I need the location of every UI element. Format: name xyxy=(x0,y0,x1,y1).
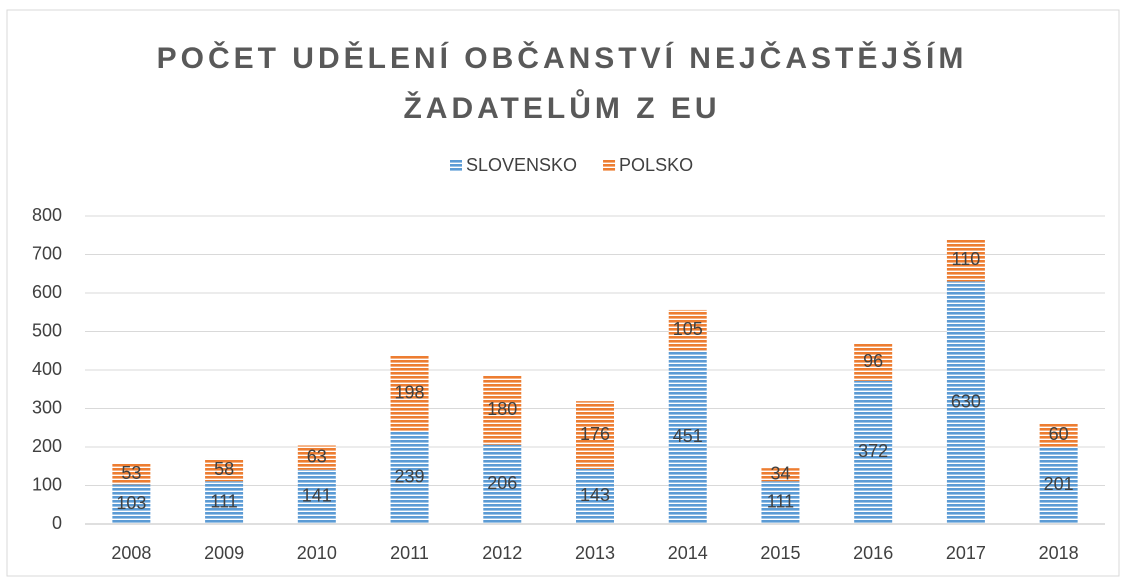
data-label: 143 xyxy=(580,485,610,505)
x-tick-label: 2016 xyxy=(853,543,893,563)
bar xyxy=(390,431,429,524)
y-tick-label: 600 xyxy=(32,282,62,302)
data-label: 63 xyxy=(307,446,327,466)
data-label: 630 xyxy=(951,391,981,411)
y-tick-label: 300 xyxy=(32,397,62,417)
y-tick-label: 200 xyxy=(32,436,62,456)
data-label: 206 xyxy=(487,473,517,493)
x-tick-label: 2011 xyxy=(390,543,429,563)
data-label: 180 xyxy=(487,399,517,419)
bar xyxy=(946,281,985,524)
data-label: 34 xyxy=(770,463,790,483)
x-tick-label: 2012 xyxy=(482,543,522,563)
data-label: 201 xyxy=(1044,474,1074,494)
y-tick-label: 800 xyxy=(32,205,62,225)
data-label: 141 xyxy=(302,486,332,506)
x-tick-label: 2018 xyxy=(1039,543,1079,563)
data-label: 103 xyxy=(116,493,146,513)
data-label: 451 xyxy=(673,426,703,446)
legend-swatch xyxy=(450,160,462,172)
x-tick-label: 2008 xyxy=(111,543,151,563)
data-label: 110 xyxy=(952,249,981,269)
data-label: 60 xyxy=(1049,424,1069,444)
bar xyxy=(112,463,151,485)
bar xyxy=(668,309,707,351)
x-tick-label: 2014 xyxy=(668,543,708,563)
data-label: 111 xyxy=(210,491,237,511)
bar xyxy=(576,401,614,469)
y-tick-label: 0 xyxy=(52,513,62,533)
y-tick-label: 400 xyxy=(32,359,62,379)
data-label: 198 xyxy=(395,383,425,403)
bar xyxy=(297,469,336,524)
x-tick-label: 2010 xyxy=(297,543,337,563)
legend-label: SLOVENSKO xyxy=(466,155,577,175)
chart-title: POČET UDĚLENÍ OBČANSTVÍ NEJČASTĚJŠÍM ŽAD… xyxy=(156,42,968,125)
bar xyxy=(112,484,151,524)
bar xyxy=(854,380,893,524)
bar xyxy=(297,445,336,470)
legend-label: POLSKO xyxy=(619,155,693,175)
data-label: 58 xyxy=(214,459,234,479)
bar xyxy=(1039,423,1078,447)
bar xyxy=(483,444,522,524)
y-tick-label: 100 xyxy=(32,474,62,494)
data-label: 176 xyxy=(580,424,610,444)
data-label: 105 xyxy=(673,319,703,339)
y-tick-label: 500 xyxy=(32,320,62,340)
bar xyxy=(483,375,522,445)
y-tick-label: 700 xyxy=(32,243,62,263)
bar xyxy=(854,343,893,381)
x-tick-label: 2013 xyxy=(575,543,615,563)
bar xyxy=(761,481,800,524)
bar xyxy=(761,468,800,482)
bar xyxy=(576,468,614,524)
bar xyxy=(668,350,707,524)
data-label: 372 xyxy=(858,441,888,461)
x-tick-label: 2015 xyxy=(760,543,800,563)
x-tick-label: 2009 xyxy=(204,543,244,563)
chart-border xyxy=(6,9,1120,577)
x-tick-label: 2017 xyxy=(946,543,986,563)
data-label: 53 xyxy=(121,463,141,483)
bar xyxy=(946,239,985,282)
legend-swatch xyxy=(603,160,616,172)
bar xyxy=(390,355,429,432)
data-label: 239 xyxy=(395,467,425,487)
bar xyxy=(205,481,244,524)
bar xyxy=(205,458,244,482)
data-label: 111 xyxy=(767,491,794,511)
data-label: 96 xyxy=(863,351,883,371)
bar xyxy=(1039,446,1078,524)
